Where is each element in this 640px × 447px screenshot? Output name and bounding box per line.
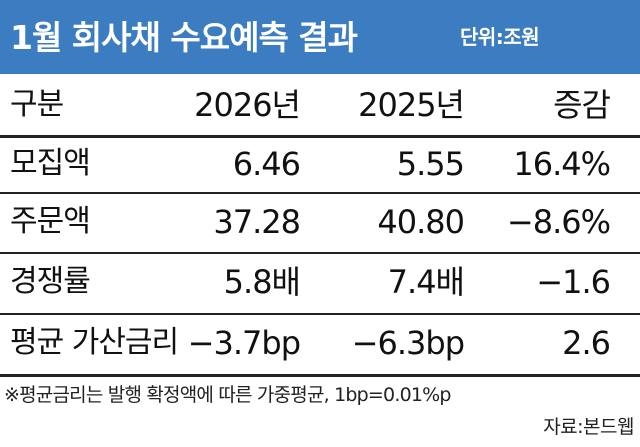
table-row: 주문액 37.28 40.80 −8.6% bbox=[0, 191, 640, 253]
table-cell: −3.7bp bbox=[187, 324, 301, 362]
row-divider bbox=[0, 313, 640, 315]
table-cell: −6.3bp bbox=[351, 324, 465, 362]
table-cell: −1.6 bbox=[536, 263, 611, 301]
column-header: 2025년 bbox=[358, 86, 465, 124]
table-cell: 6.46 bbox=[232, 145, 301, 183]
table-row: 모집액 6.46 5.55 16.4% bbox=[0, 133, 640, 195]
column-header: 2026년 bbox=[194, 86, 301, 124]
table-bottom-rule bbox=[0, 374, 640, 377]
page-title: 1월 회사채 수요예측 결과 bbox=[10, 18, 358, 57]
row-label: 주문액 bbox=[10, 204, 91, 239]
footnote: ※평균금리는 발행 확정액에 따른 가중평균, 1bp=0.01%p bbox=[4, 384, 451, 406]
source-credit: 자료:본드웹 bbox=[543, 416, 634, 438]
row-divider bbox=[0, 192, 640, 194]
column-header: 증감 bbox=[553, 86, 611, 124]
table-header-row: 구분 2026년 2025년 증감 bbox=[0, 74, 640, 136]
table-cell: 40.80 bbox=[377, 203, 465, 241]
table-cell: 16.4% bbox=[513, 145, 611, 183]
row-label: 평균 가산금리 bbox=[10, 325, 179, 360]
header-divider bbox=[0, 135, 640, 138]
table-cell: 5.8배 bbox=[223, 263, 301, 301]
table-cell: 5.55 bbox=[396, 145, 465, 183]
table-cell: 7.4배 bbox=[387, 263, 465, 301]
row-label: 모집액 bbox=[10, 146, 91, 181]
table-row: 경쟁률 5.8배 7.4배 −1.6 bbox=[0, 251, 640, 313]
table-row: 평균 가산금리 −3.7bp −6.3bp 2.6 bbox=[0, 312, 640, 374]
row-divider bbox=[0, 252, 640, 254]
table-cell: 37.28 bbox=[213, 203, 301, 241]
title-bar: 1월 회사채 수요예측 결과 단위:조원 bbox=[0, 0, 640, 74]
row-label: 경쟁률 bbox=[10, 264, 91, 299]
table-cell: 2.6 bbox=[562, 324, 611, 362]
column-header: 구분 bbox=[10, 87, 64, 122]
unit-label: 단위:조원 bbox=[460, 25, 540, 49]
table-cell: −8.6% bbox=[506, 203, 611, 241]
